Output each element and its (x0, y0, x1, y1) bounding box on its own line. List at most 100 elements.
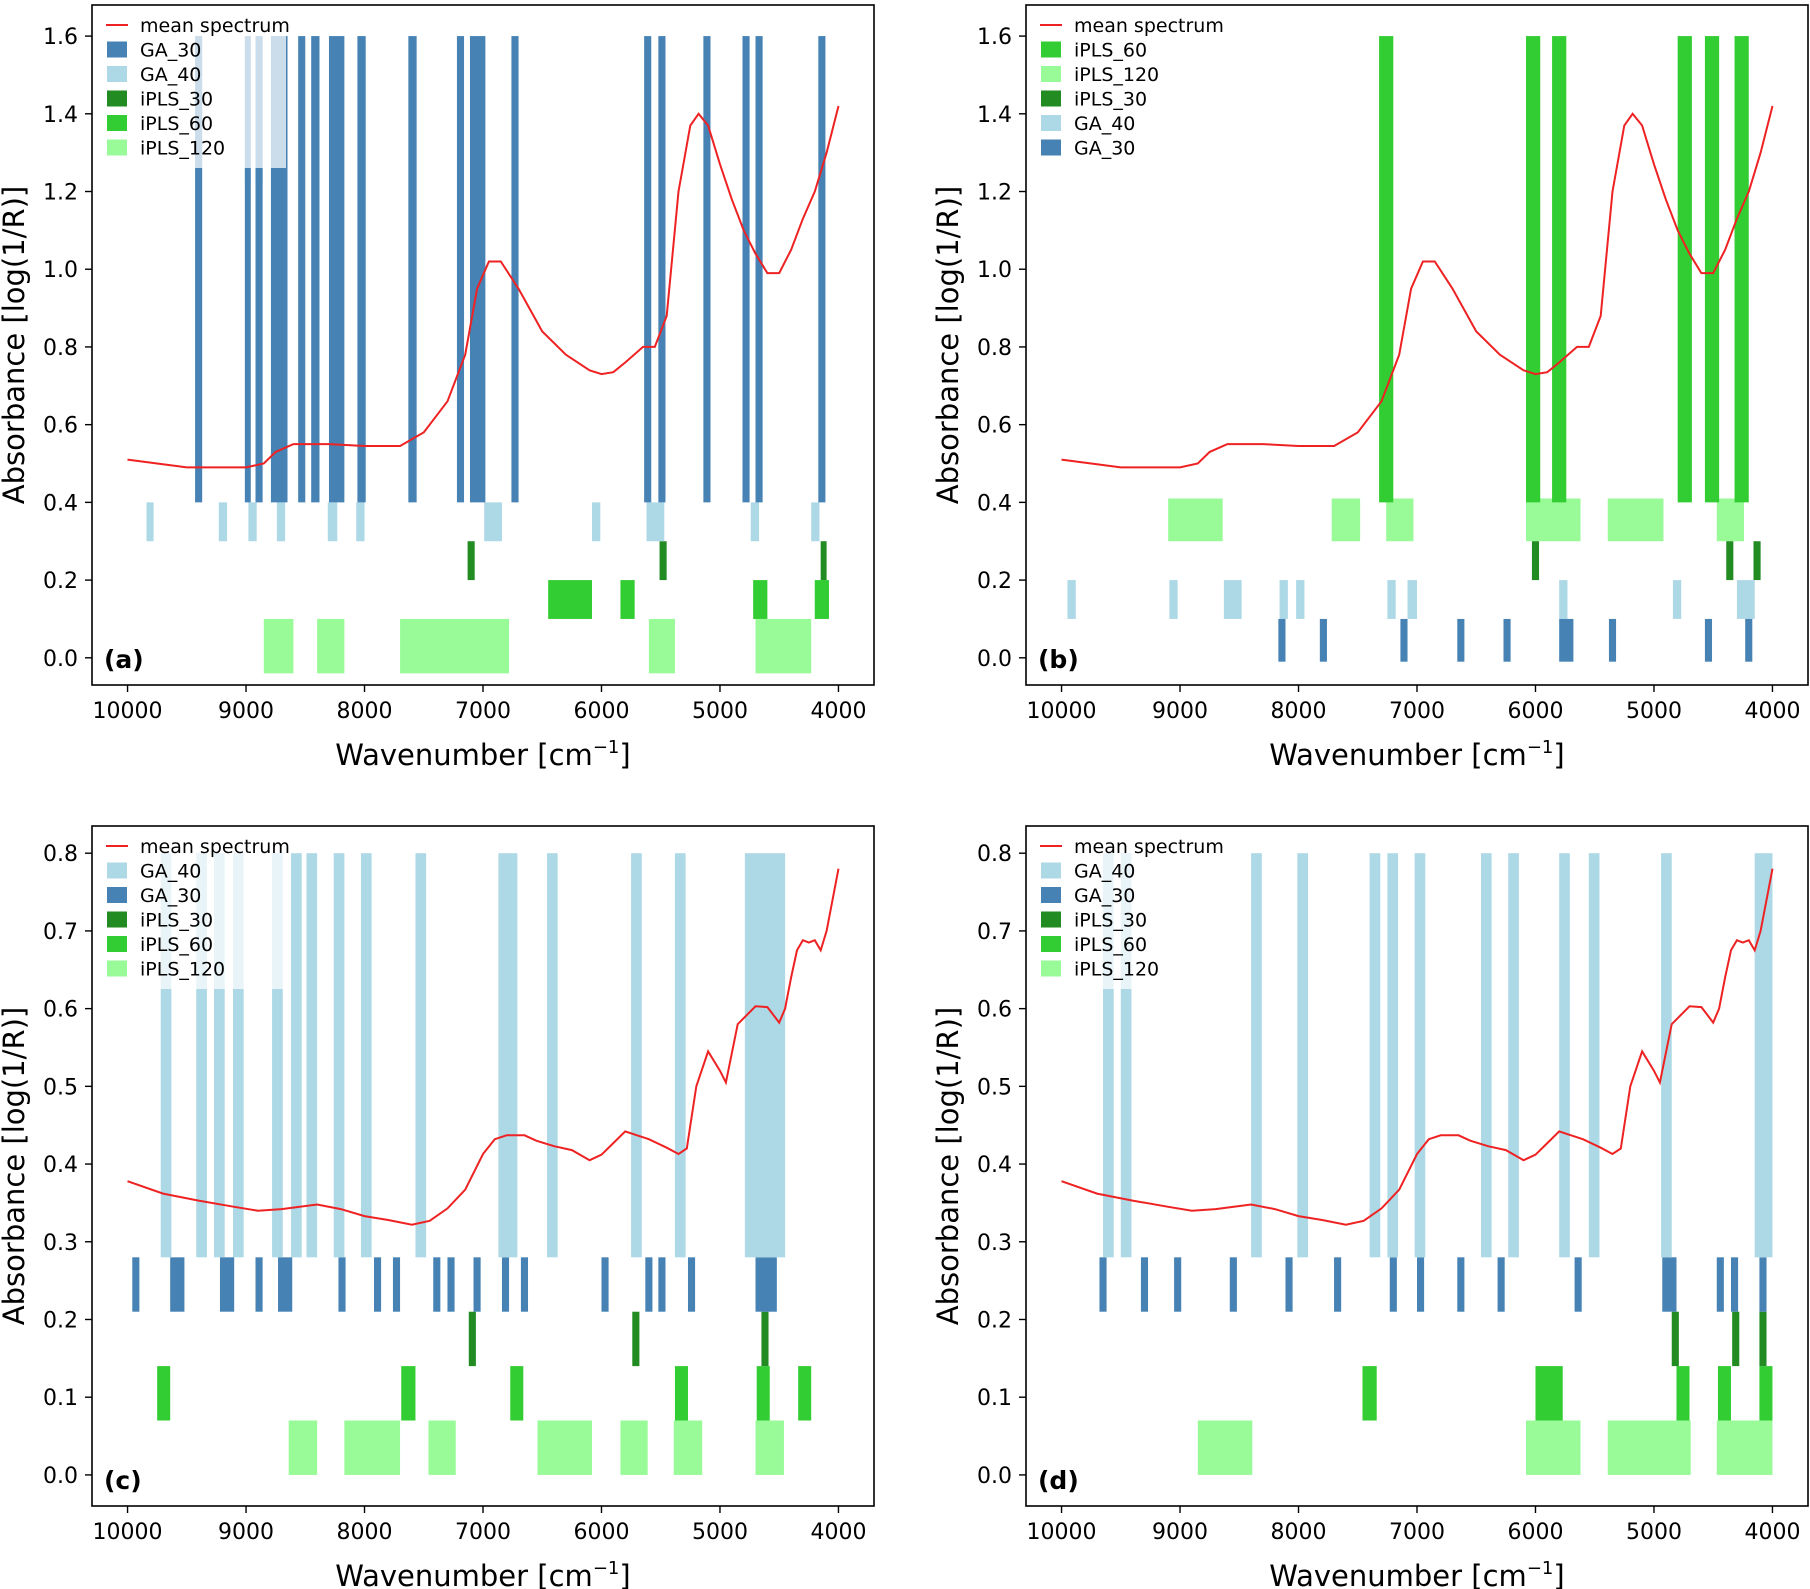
legend-label: iPLS_30 (1074, 89, 1147, 111)
x-tick-label: 4000 (1744, 1520, 1800, 1545)
selection-bar-ga-40 (674, 853, 686, 1258)
x-axis-label-exponent: −1 (1527, 737, 1554, 758)
y-tick-label: 0.8 (977, 842, 1012, 867)
selection-bar-ga-30 (687, 1257, 696, 1312)
selection-bar-ipls-60 (1704, 36, 1720, 503)
y-tick-label: 0.2 (977, 1308, 1012, 1333)
selection-bar-ga-40 (160, 853, 172, 1258)
selection-bar-ga-40 (196, 853, 207, 1258)
selection-bar-ga-40 (1120, 853, 1132, 1258)
legend-swatch-ipls-60 (107, 115, 127, 131)
x-tick-label: 5000 (692, 1520, 748, 1545)
selection-bar-ga-30 (473, 1257, 481, 1312)
selection-bar-ipls-60 (674, 1366, 688, 1421)
x-tick-label: 8000 (337, 1520, 393, 1545)
selection-bar-ga-40 (1103, 853, 1114, 1258)
selection-bar-ipls-60 (548, 580, 593, 619)
x-axis-label: Wavenumber [cm−1] (335, 737, 630, 772)
selection-bar-ga-30 (1457, 618, 1465, 662)
y-axis-label: Absorbance [log(1/R)] (931, 1007, 965, 1325)
x-axis-label-text: Wavenumber [cm (335, 1559, 593, 1589)
x-axis-label-close: ] (1553, 1559, 1564, 1589)
y-axis-label: Absorbance [log(1/R)] (931, 186, 965, 504)
x-axis-label: Wavenumber [cm−1] (1269, 737, 1564, 772)
selection-bar-ipls-30 (820, 541, 827, 581)
selection-bar-ga-30 (742, 36, 750, 503)
selection-bar-ga-30 (1745, 618, 1753, 662)
x-tick-label: 10000 (1027, 1520, 1097, 1545)
selection-bar-ga-40 (1387, 853, 1399, 1258)
x-axis-label-close: ] (619, 738, 630, 772)
legend-swatch-ga-40 (107, 862, 127, 879)
selection-bar-ga-30 (658, 1257, 666, 1312)
y-tick-label: 0.5 (43, 1075, 78, 1100)
selection-bar-ipls-60 (1535, 1366, 1563, 1421)
legend-swatch-ipls-60 (1041, 936, 1061, 952)
x-tick-label: 6000 (573, 699, 629, 724)
selection-bar-ga-30 (244, 36, 251, 503)
legend-label: GA_40 (1074, 113, 1135, 135)
legend-label: iPLS_30 (140, 89, 213, 111)
selection-bar-ga-40 (1736, 580, 1755, 619)
y-axis-label: Absorbance [log(1/R)] (0, 1007, 31, 1325)
selection-bar-ga-40 (1672, 580, 1682, 619)
legend-swatch-ga-30 (1041, 887, 1061, 903)
selection-bar-ga-30 (1574, 1257, 1582, 1312)
legend-label: iPLS_60 (1074, 934, 1147, 956)
legend-swatch-ipls-60 (107, 936, 127, 952)
y-tick-label: 0.4 (43, 491, 78, 516)
selection-bar-ga-40 (631, 853, 642, 1258)
x-tick-label: 9000 (218, 1520, 274, 1545)
legend-swatch-ga-40 (1041, 862, 1061, 879)
y-tick-label: 0.6 (43, 998, 78, 1023)
y-tick-label: 0.6 (43, 414, 78, 439)
y-tick-label: 0.1 (977, 1386, 1012, 1411)
selection-bar-ga-30 (357, 36, 366, 503)
y-tick-label: 1.0 (43, 258, 78, 283)
selection-bar-ga-40 (333, 853, 345, 1258)
selection-bar-ga-40 (546, 853, 558, 1258)
selection-bar-ipls-120 (673, 1420, 703, 1475)
selection-bar-ipls-60 (1676, 1366, 1690, 1421)
legend-swatch-ga-30 (107, 887, 127, 903)
selection-bar-ipls-60 (620, 580, 635, 619)
selection-bar-ga-30 (373, 1257, 382, 1312)
legend-swatch-ipls-60 (1041, 41, 1061, 58)
legend-label: iPLS_60 (140, 934, 213, 956)
y-tick-label: 1.2 (977, 181, 1012, 206)
selection-bar-ga-30 (1559, 618, 1574, 662)
y-tick-label: 0.2 (43, 1308, 78, 1333)
selection-bar-ga-40 (1407, 580, 1417, 619)
legend-background (1030, 830, 1220, 989)
selection-bar-ga-40 (1369, 853, 1381, 1258)
selection-bar-ipls-120 (1607, 1420, 1691, 1475)
legend-swatch-ipls-30 (1041, 911, 1061, 928)
y-tick-label: 0.6 (977, 998, 1012, 1023)
selection-bar-ipls-60 (401, 1366, 416, 1421)
selection-bar-ga-40 (272, 853, 283, 1258)
x-tick-label: 4000 (810, 1520, 866, 1545)
selection-bar-ga-40 (232, 853, 244, 1258)
x-axis-label: Wavenumber [cm−1] (335, 1558, 630, 1589)
selection-bar-ga-30 (818, 36, 826, 503)
x-tick-label: 10000 (93, 699, 163, 724)
y-axis-label: Absorbance [log(1/R)] (0, 186, 31, 504)
legend-swatch-ipls-120 (1041, 66, 1061, 82)
selection-bar-ipls-120 (648, 618, 675, 674)
selection-bar-ipls-120 (755, 618, 812, 674)
x-tick-label: 7000 (1389, 1520, 1445, 1545)
mean-spectrum-line (1061, 868, 1774, 1226)
selection-bar-ipls-120 (428, 1420, 456, 1475)
selection-bar-ipls-30 (1726, 541, 1734, 581)
x-axis-label-close: ] (1553, 738, 1564, 772)
x-tick-label: 9000 (1152, 699, 1208, 724)
x-tick-label: 6000 (573, 1520, 629, 1545)
selection-bar-ga-40 (1588, 853, 1600, 1258)
selection-bar-ipls-120 (1526, 498, 1581, 542)
selection-bar-ga-30 (132, 1257, 140, 1312)
selection-bar-ga-40 (306, 853, 318, 1258)
y-tick-label: 0.0 (977, 1464, 1012, 1489)
